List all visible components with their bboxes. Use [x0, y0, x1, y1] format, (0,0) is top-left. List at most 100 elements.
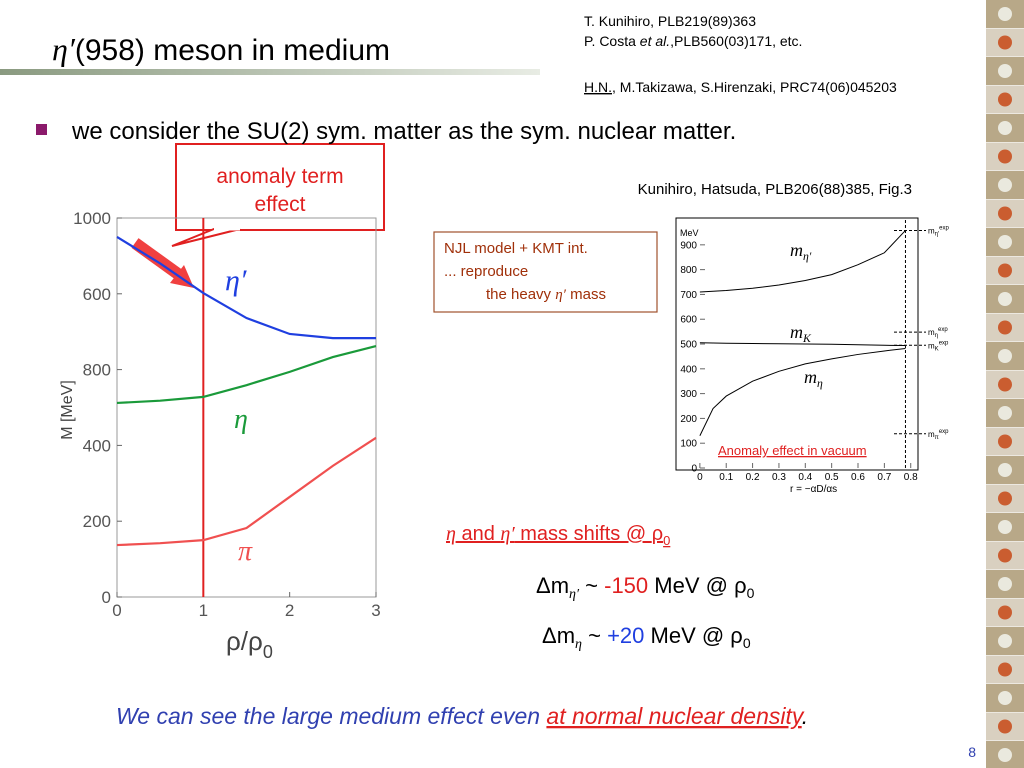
x-tick-label: 0.4	[798, 472, 812, 483]
title-rule	[0, 69, 540, 75]
strip-icon	[998, 605, 1012, 620]
text-part: m	[928, 430, 935, 439]
text-part: η′	[225, 264, 247, 297]
text-part: η′	[52, 31, 76, 67]
arrow-shaft	[131, 238, 182, 279]
series-label: η	[234, 404, 248, 435]
text-part: at normal nuclear density	[546, 703, 804, 729]
series-label: mK	[790, 322, 812, 345]
y-tick-label: 800	[83, 361, 111, 380]
text-part: η′	[555, 287, 566, 303]
text-part: η	[817, 377, 823, 390]
callout-line: effect	[255, 193, 306, 216]
njl-box	[433, 231, 658, 313]
series-line	[699, 342, 906, 347]
njl-line: NJL model + KMT int.	[444, 240, 588, 257]
figure-caption: Kunihiro, Hatsuda, PLB206(88)385, Fig.3	[638, 181, 912, 198]
y-tick-label: 200	[83, 512, 111, 531]
series-line	[116, 236, 376, 340]
text-part: m	[928, 341, 935, 350]
text-part: MeV @	[644, 623, 730, 648]
y-tick-label: 200	[680, 414, 697, 425]
text-part: Δm	[536, 573, 569, 598]
njl-line: the heavy η′ mass	[486, 286, 606, 303]
y-tick-label: 800	[680, 265, 697, 276]
text-part: P. Costa	[584, 33, 640, 49]
strip-icon	[998, 92, 1012, 107]
y-tick-label: 0	[102, 588, 111, 607]
text-part: η′	[803, 250, 812, 263]
strip-icon	[998, 64, 1012, 78]
text-part: 0	[263, 642, 273, 662]
series-line	[116, 436, 377, 547]
slide-title: η′(958) meson in medium	[52, 31, 390, 67]
text-part: ,PLB560(03)171, etc.	[670, 33, 802, 49]
strip-icon	[998, 320, 1012, 335]
strip-icon	[998, 719, 1012, 734]
x-tick-label: 0.5	[825, 472, 839, 483]
y-tick-label: 900	[680, 240, 697, 251]
callout-box	[175, 143, 385, 231]
chart-annotation: Anomaly effect in vacuum	[718, 443, 867, 458]
strip-icon	[998, 406, 1012, 420]
text-part: m	[928, 226, 935, 235]
text-part: mass shifts @	[515, 523, 652, 545]
text-part: η	[234, 404, 248, 435]
strip-icon	[998, 748, 1012, 762]
text-part: and	[456, 523, 500, 545]
x-axis-label: ρ/ρ0	[226, 626, 273, 662]
y-tick-label: 100	[680, 439, 697, 450]
text-part: T. Kunihiro, PLB219(89)363	[584, 13, 756, 29]
text-part: .	[802, 703, 808, 729]
text-part: exp	[939, 340, 949, 346]
y-tick-label: 500	[680, 340, 697, 351]
x-axis-label: r = −αD/αs	[790, 484, 837, 495]
strip-icon	[998, 235, 1012, 249]
mass-shift: Δmη′ ~ -150 MeV @ ρ0	[536, 573, 755, 602]
y-tick-label: 400	[83, 436, 111, 455]
y-tick-label: 700	[680, 290, 697, 301]
text-part: (958) meson in medium	[75, 34, 390, 67]
y-axis-label: MeV	[680, 228, 699, 238]
text-part: exp	[938, 327, 948, 333]
text-part: the heavy	[486, 286, 555, 303]
text-part: m	[804, 367, 817, 387]
x-tick-label: 0	[697, 472, 703, 483]
x-tick-label: 3	[371, 601, 380, 620]
strip-icon	[998, 377, 1012, 392]
callout-pointer	[171, 228, 241, 247]
y-tick-label: 600	[680, 315, 697, 326]
text-part: ρ	[734, 573, 747, 598]
text-part: K	[935, 346, 939, 352]
text-part: η	[935, 333, 938, 339]
reference: H.N., M.Takizawa, S.Hirenzaki, PRC74(06)…	[584, 79, 897, 95]
text-part: K	[802, 332, 812, 345]
text-part: 0	[743, 635, 751, 651]
text-part: η′	[500, 523, 515, 545]
text-part: η′	[569, 587, 580, 602]
njl-line: ... reproduce	[444, 263, 528, 280]
strip-icon	[998, 121, 1012, 135]
plot-frame	[675, 217, 919, 471]
strip-icon	[998, 548, 1012, 563]
mass-shift-title: η and η′ mass shifts @ ρ0	[446, 523, 670, 548]
series-line	[699, 230, 906, 293]
strip-icon	[998, 263, 1012, 278]
text-part: 0	[663, 533, 670, 548]
strip-icon	[998, 7, 1012, 21]
text-part: We can see the large medium effect even	[116, 703, 546, 729]
strip-icon	[998, 292, 1012, 306]
text-part: H.N.	[584, 79, 612, 95]
bullet-text: we consider the SU(2) sym. matter as the…	[71, 118, 736, 145]
x-tick-label: 0.8	[904, 472, 918, 483]
text-part: Δm	[542, 623, 575, 648]
x-tick-label: 0.2	[746, 472, 760, 483]
text-part: ρ/ρ	[226, 626, 263, 656]
text-part: m	[790, 240, 803, 260]
reference: T. Kunihiro, PLB219(89)363	[584, 13, 756, 29]
strip-icon	[998, 178, 1012, 192]
x-tick-label: 0.7	[877, 472, 891, 483]
text-part: mass	[566, 286, 606, 303]
reference-label: mπexp	[928, 429, 949, 441]
